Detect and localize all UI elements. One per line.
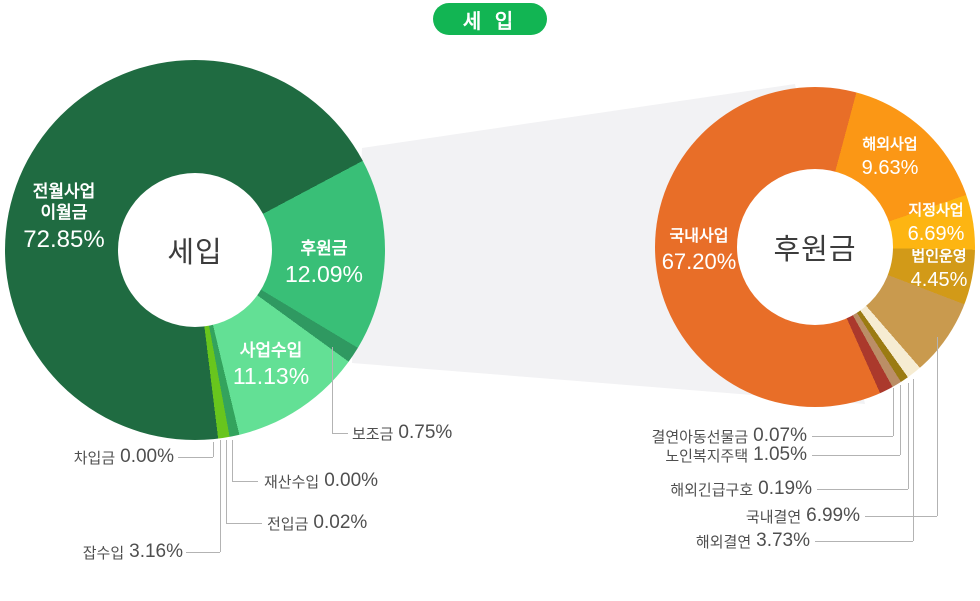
donation-donut-chart: 후원금 bbox=[655, 87, 975, 407]
callout-line bbox=[226, 440, 227, 523]
slice-label-corporate-operation: 법인운영 4.45% bbox=[910, 248, 968, 291]
callout-misc-income: 잡수입 3.16% bbox=[82, 541, 183, 562]
callout-line bbox=[232, 440, 233, 481]
callout-overseas-emergency-relief: 해외긴급구호 0.19% bbox=[670, 478, 812, 499]
callout-line bbox=[817, 489, 908, 490]
callout-line bbox=[937, 337, 938, 516]
donation-donut-center-label: 후원금 bbox=[773, 234, 857, 266]
slice-label-designated-business: 지정사업 6.69% bbox=[907, 202, 965, 245]
callout-transfers-in: 전입금 0.02% bbox=[267, 512, 368, 533]
callout-line bbox=[812, 455, 900, 456]
revenue-donut-center-label: 세입 bbox=[167, 237, 223, 269]
donation-donut-center: 후원금 bbox=[737, 169, 893, 325]
callout-line bbox=[815, 541, 913, 542]
callout-subsidy: 보조금 0.75% bbox=[352, 422, 453, 443]
callout-line bbox=[232, 481, 258, 482]
callout-line bbox=[220, 440, 221, 552]
callout-line bbox=[865, 516, 937, 517]
callout-line bbox=[213, 442, 214, 457]
callout-borrowings: 차입금 0.00% bbox=[73, 446, 174, 467]
page-title: 세 입 bbox=[462, 10, 518, 33]
callout-line bbox=[893, 388, 894, 436]
slice-label-domestic-business: 국내사업 67.20% bbox=[661, 228, 737, 274]
slice-label-donations: 후원금 12.09% bbox=[284, 239, 363, 288]
slice-label-carryover: 전월사업 이월금 72.85% bbox=[23, 182, 105, 253]
callout-line bbox=[186, 552, 220, 553]
page-title-badge: 세 입 bbox=[433, 3, 547, 35]
callout-line bbox=[332, 433, 348, 434]
callout-property-income: 재산수입 0.00% bbox=[264, 470, 379, 491]
callout-senior-welfare-housing: 노인복지주택 1.05% bbox=[665, 444, 807, 465]
callout-line bbox=[908, 383, 909, 489]
revenue-donut-center: 세입 bbox=[118, 173, 272, 327]
slice-label-overseas-business: 해외사업 9.63% bbox=[861, 136, 919, 179]
revenue-donut-chart: 세입 bbox=[5, 60, 385, 440]
callout-line bbox=[812, 436, 893, 437]
callout-line bbox=[900, 385, 901, 455]
callout-overseas-sponsorship: 해외결연 3.73% bbox=[695, 530, 810, 551]
callout-domestic-sponsorship: 국내결연 6.99% bbox=[745, 505, 860, 526]
callout-line bbox=[226, 523, 262, 524]
callout-sponsored-child-gift: 결연아동선물금 0.07% bbox=[651, 425, 807, 446]
callout-line bbox=[913, 379, 914, 541]
callout-line bbox=[178, 457, 213, 458]
callout-line bbox=[332, 347, 333, 433]
slice-label-business-income: 사업수입 11.13% bbox=[232, 341, 310, 390]
